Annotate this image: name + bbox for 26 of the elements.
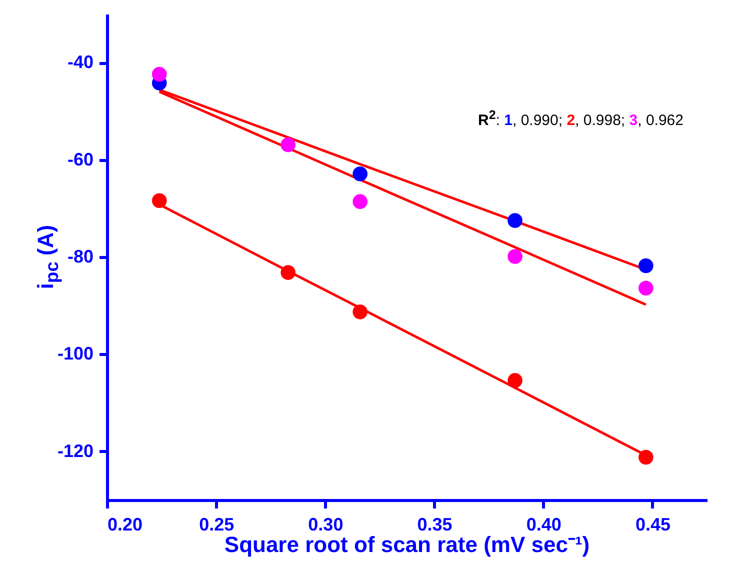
point: [638, 450, 654, 465]
x-tick-label: 0.25: [199, 514, 234, 534]
point: [352, 166, 368, 182]
point: [152, 66, 167, 82]
x-tick-label: 0.30: [308, 514, 344, 534]
y-tick-label: -40: [67, 52, 94, 72]
x-tick-label: 0.40: [526, 514, 562, 534]
point: [508, 373, 522, 388]
point: [280, 265, 296, 280]
y-tick-label: -80: [67, 246, 94, 266]
text: R$^{2}$: 1, 0.990; 2, 0.998; 3, 0.962: [478, 108, 684, 129]
x-axis-title: Square root of scan rate (mV sec⁻¹): [224, 532, 590, 557]
x-tick-label: 0.20: [108, 514, 143, 534]
point: [352, 304, 368, 320]
y-tick-label: -100: [57, 344, 94, 364]
point: [152, 193, 167, 208]
point: [508, 213, 522, 228]
point: [508, 249, 522, 264]
y-tick-label: -120: [57, 440, 94, 461]
point: [280, 137, 296, 152]
x-tick-label: 0.35: [417, 514, 452, 534]
x-tick-label: 0.45: [635, 514, 670, 534]
y-tick-label: -60: [67, 149, 94, 170]
point: [352, 194, 368, 209]
point: [638, 258, 654, 274]
point: [638, 280, 654, 296]
